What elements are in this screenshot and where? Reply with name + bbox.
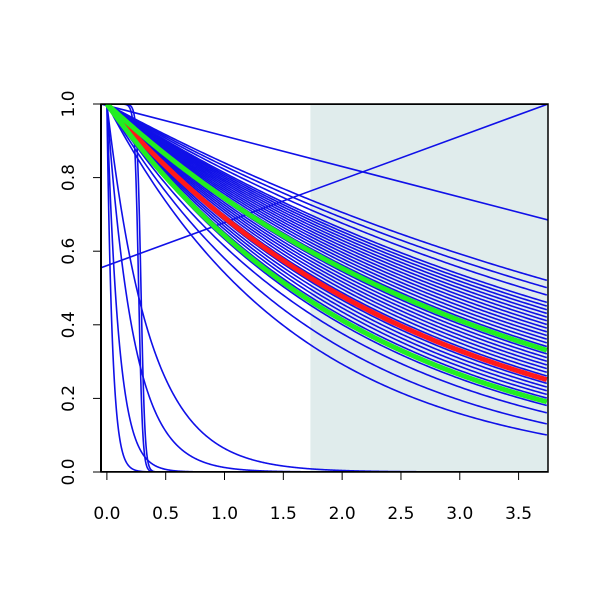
- ensemble-curve-2: [106, 104, 548, 414]
- x-tick-label: 3.5: [505, 504, 532, 524]
- ensemble-curve-1: [106, 104, 547, 425]
- y-tick-label: 0.0: [59, 458, 79, 485]
- ensemble-curve-22: [106, 104, 548, 337]
- ensemble-curve-29: [106, 104, 548, 311]
- y-axis: 0.0 0.2 0.4 0.6 0.8 1.0: [59, 90, 101, 486]
- ensemble-curve-14: [106, 104, 548, 366]
- y-tick-label: 0.6: [59, 238, 79, 265]
- x-tick-label: 1.0: [211, 504, 238, 524]
- highlight-lines: [104, 104, 548, 405]
- y-tick-label: 1.0: [59, 90, 79, 117]
- x-axis: 0.0 0.5 1.0 1.5 2.0 2.5 3.0 3.5: [93, 472, 532, 524]
- ensemble-curve-0: [106, 104, 547, 436]
- straight-line-declining: [101, 104, 548, 221]
- ensemble-curve-16: [106, 104, 548, 359]
- x-tick-label: 3.0: [446, 504, 473, 524]
- straight-line-rising: [101, 104, 548, 269]
- ensemble-curve-12: [106, 104, 548, 374]
- ensemble-curve-26: [106, 104, 548, 322]
- x-tick-label: 0.0: [93, 504, 120, 524]
- x-tick-label: 2.5: [387, 504, 414, 524]
- ensemble-curve-13: [106, 104, 548, 370]
- ensemble-curve-15: [106, 104, 548, 363]
- shaded-region: [310, 104, 548, 472]
- x-tick-label: 0.5: [152, 504, 179, 524]
- ensemble-curve-33: [106, 104, 548, 289]
- ensemble-curve-8: [106, 104, 548, 388]
- x-tick-label: 1.5: [270, 504, 297, 524]
- y-tick-label: 0.4: [59, 311, 79, 338]
- y-tick-label: 0.8: [59, 164, 79, 191]
- ensemble-curve-6: [106, 104, 548, 396]
- ensemble-curve-27: [106, 104, 548, 318]
- y-tick-label: 0.2: [59, 385, 79, 412]
- ensemble-curve-23: [106, 104, 548, 333]
- ensemble-curve-28: [106, 104, 548, 315]
- ensemble-curve-34: [106, 104, 548, 282]
- x-tick-label: 2.0: [329, 504, 356, 524]
- ensemble-curve-24: [106, 104, 548, 329]
- series-lower-bound: [104, 104, 548, 405]
- ensemble-curve-30: [106, 104, 548, 307]
- ensemble-curve-32: [106, 104, 548, 296]
- series-upper-bound: [105, 104, 548, 353]
- ensemble-curve-31: [106, 104, 548, 304]
- ensemble-curve-21: [106, 104, 548, 340]
- series-median: [104, 104, 548, 383]
- ensemble-curve-25: [106, 104, 548, 326]
- ensemble-curve-7: [106, 104, 548, 392]
